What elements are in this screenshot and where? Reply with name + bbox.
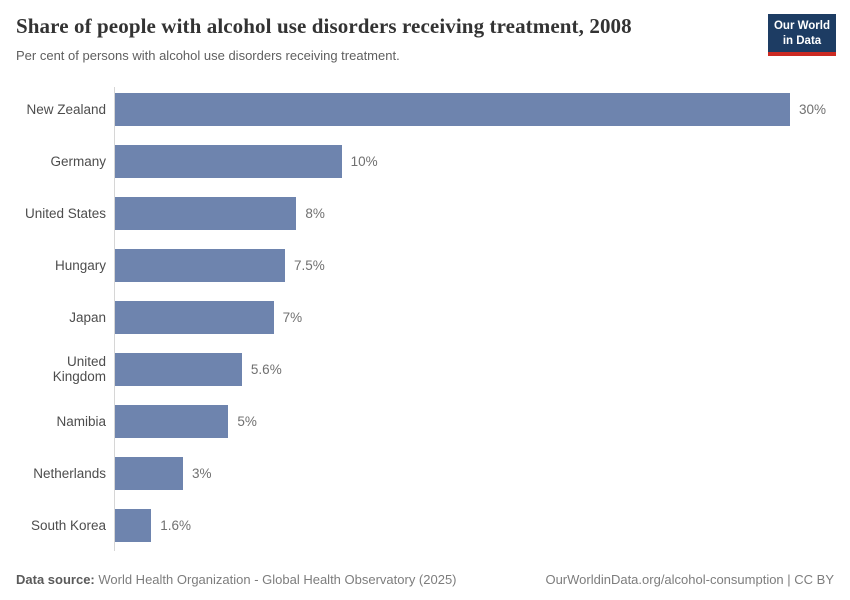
footer: Data source: World Health Organization -… — [16, 572, 834, 587]
bar-row: South Korea 1.6% — [16, 499, 826, 551]
datasource-text: World Health Organization - Global Healt… — [94, 572, 457, 587]
bar[interactable] — [115, 196, 297, 230]
value-label: 8% — [305, 205, 325, 221]
bar-row: New Zealand 30% — [16, 83, 826, 135]
country-label: Germany — [50, 153, 106, 169]
owid-logo-line2: in Data — [782, 34, 822, 47]
country-label: United States — [24, 205, 106, 221]
bar-row: United States 8% — [16, 187, 826, 239]
bar-row: Japan 7% — [16, 291, 826, 343]
bar-row: Namibia 5% — [16, 395, 826, 447]
y-axis-line — [114, 87, 115, 551]
country-label: Japan — [69, 309, 106, 325]
header: Share of people with alcohol use disorde… — [16, 14, 836, 63]
value-label: 5.6% — [250, 361, 282, 377]
bar[interactable] — [115, 508, 152, 542]
value-label: 5% — [237, 413, 257, 429]
value-label: 7% — [282, 309, 303, 325]
country-label: Namibia — [56, 413, 106, 429]
country-label: Netherlands — [33, 465, 106, 481]
bar[interactable] — [115, 404, 229, 438]
country-label: United Kingdom — [52, 354, 106, 384]
bar-row: Netherlands 3% — [16, 447, 826, 499]
bar-row: Hungary 7.5% — [16, 239, 826, 291]
bar-chart-rows: New Zealand 30% Germany 10% United State… — [16, 83, 826, 551]
bar-row: Germany 10% — [16, 135, 826, 187]
bar[interactable] — [115, 456, 183, 490]
footer-rights-link[interactable]: OurWorldinData.org/alcohol-consumption |… — [545, 572, 834, 587]
value-label: 30% — [798, 101, 826, 117]
chart-subtitle: Per cent of persons with alcohol use dis… — [16, 48, 400, 63]
country-label: South Korea — [30, 517, 106, 533]
bar[interactable] — [115, 248, 285, 282]
bar-row: United Kingdom 5.6% — [16, 343, 826, 395]
bar[interactable] — [115, 300, 274, 334]
country-label: New Zealand — [26, 101, 106, 117]
value-label: 7.5% — [294, 257, 325, 273]
owid-logo-line1: Our World — [773, 20, 830, 32]
country-label: Hungary — [54, 257, 106, 273]
value-label: 10% — [350, 153, 378, 169]
header-text: Share of people with alcohol use disorde… — [16, 14, 632, 63]
bar[interactable] — [115, 92, 790, 126]
footer-datasource: Data source: World Health Organization -… — [16, 572, 457, 587]
value-label: 1.6% — [160, 517, 192, 533]
chart-title: Share of people with alcohol use disorde… — [16, 14, 632, 38]
bar[interactable] — [115, 144, 342, 178]
bar[interactable] — [115, 352, 242, 386]
owid-logo[interactable]: Our World in Data — [768, 14, 836, 57]
bar-chart: New Zealand 30% Germany 10% United State… — [16, 83, 826, 551]
datasource-label: Data source: — [16, 572, 95, 587]
value-label: 3% — [192, 465, 212, 481]
